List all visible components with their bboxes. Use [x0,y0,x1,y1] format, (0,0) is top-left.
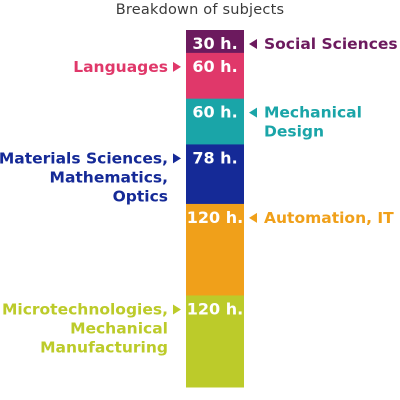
category-label-line: Optics [113,187,168,205]
value-label-social-sciences: 30 h. [192,34,237,53]
pointer-arrow-automation-it [249,212,257,223]
labels-layer: 30 h. Social Sciences 60 h. Languages 60 h. M… [0,34,398,356]
pointer-arrow-mechanical-design [249,107,257,118]
category-label-line: Mechanical [70,319,168,337]
pointer-arrow-social-sciences [249,39,257,49]
bar-segment-automation-it [186,203,244,296]
chart-title: Breakdown of subjects [115,2,285,18]
category-label-line: Mechanical [264,104,362,122]
category-label-languages: Languages [73,58,168,76]
pointer-arrow-microtechnologies-mechanical-manufacturing [173,304,181,315]
category-label-line: Social Sciences [264,35,398,53]
category-label-materials-sciences-mathematics-optics: Materials Sciences, Mathematics, Optics [0,149,168,205]
bar-segment-materials-sciences-mathematics-optics [186,144,244,205]
category-label-line: Languages [73,58,168,76]
category-label-microtechnologies-mechanical-manufacturing: Microtechnologies, Mechanical Manufacturin… [2,300,168,356]
value-label-mechanical-design: 60 h. [192,103,237,122]
bar-segment-microtechnologies-mechanical-manufacturing [186,295,244,388]
bar-segment-languages [186,52,244,100]
bar-segment-mechanical-design [186,98,244,145]
bars-layer [186,30,244,388]
pointer-arrow-languages [173,61,181,72]
value-label-microtechnologies-mechanical-manufacturing: 120 h. [187,299,243,318]
category-label-line: Microtechnologies, [2,300,168,318]
pointer-arrow-materials-sciences-mathematics-optics [173,153,181,164]
category-label-line: Manufacturing [40,338,168,356]
category-label-line: Automation, IT [264,209,394,227]
value-label-languages: 60 h. [192,57,237,76]
value-label-materials-sciences-mathematics-optics: 78 h. [192,148,237,167]
category-label-social-sciences: Social Sciences [264,35,398,53]
category-label-automation-it: Automation, IT [264,209,394,227]
category-label-line: Design [264,123,324,141]
bar-segment-social-sciences [186,30,244,54]
category-label-mechanical-design: Mechanical Design [264,104,362,141]
category-label-line: Materials Sciences, [0,149,168,167]
category-label-line: Mathematics, [50,168,168,186]
value-label-automation-it: 120 h. [187,208,243,227]
